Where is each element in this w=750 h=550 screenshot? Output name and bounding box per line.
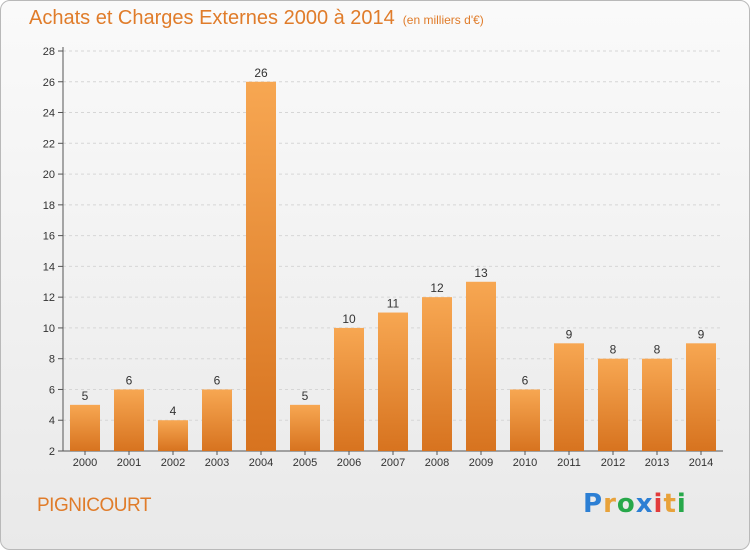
data-label: 10 <box>342 312 356 326</box>
data-label: 12 <box>430 281 444 295</box>
x-tick-label: 2009 <box>469 457 493 469</box>
data-label: 26 <box>254 66 268 80</box>
proxiti-logo: Proxiti <box>583 489 687 519</box>
data-label: 6 <box>126 373 133 387</box>
logo-letter: x <box>635 489 654 519</box>
bar <box>334 327 364 451</box>
chart-unit: (en milliers d'€) <box>402 13 484 27</box>
data-label: 8 <box>654 343 661 357</box>
x-tick-label: 2000 <box>73 457 97 469</box>
y-tick-label: 4 <box>49 415 55 427</box>
data-label: 8 <box>610 343 617 357</box>
chart-title-text: Achats et Charges Externes 2000 à 2014 <box>29 7 395 29</box>
x-tick-label: 2001 <box>117 457 141 469</box>
bar <box>158 420 188 451</box>
x-tick-label: 2008 <box>425 457 449 469</box>
data-label: 13 <box>474 266 488 280</box>
y-tick-label: 6 <box>49 384 55 396</box>
logo-letter: i <box>676 489 687 519</box>
y-tick-label: 22 <box>43 138 55 150</box>
data-label: 6 <box>214 373 221 387</box>
bar <box>246 81 276 452</box>
bar <box>466 281 496 451</box>
y-tick-label: 12 <box>43 292 55 304</box>
data-label: 5 <box>302 389 309 403</box>
x-tick-label: 2005 <box>293 457 317 469</box>
data-label: 5 <box>82 389 89 403</box>
bar <box>70 404 100 451</box>
y-tick-label: 24 <box>43 108 55 120</box>
y-tick-label: 16 <box>43 231 55 243</box>
y-tick-label: 2 <box>49 446 55 458</box>
x-tick-label: 2006 <box>337 457 361 469</box>
x-tick-label: 2007 <box>381 457 405 469</box>
x-tick-label: 2004 <box>249 457 273 469</box>
x-tick-label: 2014 <box>689 457 713 469</box>
bar <box>510 389 540 451</box>
data-label: 4 <box>170 404 177 418</box>
y-tick-label: 8 <box>49 354 55 366</box>
x-tick-label: 2011 <box>557 457 581 469</box>
bar <box>422 297 452 451</box>
logo-letter: r <box>603 489 617 519</box>
logo-letter: i <box>653 489 664 519</box>
logo-letter: P <box>583 489 604 519</box>
y-tick-label: 14 <box>43 261 55 273</box>
x-tick-label: 2013 <box>645 457 669 469</box>
y-tick-label: 18 <box>43 200 55 212</box>
bar <box>554 343 584 451</box>
logo-letter: o <box>616 489 636 519</box>
x-tick-label: 2010 <box>513 457 537 469</box>
commune-name: PIGNICOURT <box>37 495 151 516</box>
y-tick-label: 26 <box>43 77 55 89</box>
x-tick-label: 2012 <box>601 457 625 469</box>
chart-title: Achats et Charges Externes 2000 à 2014 (e… <box>29 7 484 30</box>
y-tick-label: 28 <box>43 46 55 58</box>
data-label: 11 <box>387 297 400 311</box>
data-label: 9 <box>566 327 573 341</box>
bar <box>598 358 628 451</box>
bar <box>202 389 232 451</box>
bar <box>686 343 716 451</box>
bar <box>642 358 672 451</box>
x-tick-label: 2003 <box>205 457 229 469</box>
bar <box>114 389 144 451</box>
y-tick-label: 20 <box>43 169 55 181</box>
x-tick-label: 2002 <box>161 457 185 469</box>
bar <box>378 312 408 451</box>
data-label: 6 <box>522 373 529 387</box>
data-label: 9 <box>698 327 705 341</box>
logo-letter: t <box>663 489 677 519</box>
y-tick-label: 10 <box>43 323 55 335</box>
bar <box>290 404 320 451</box>
